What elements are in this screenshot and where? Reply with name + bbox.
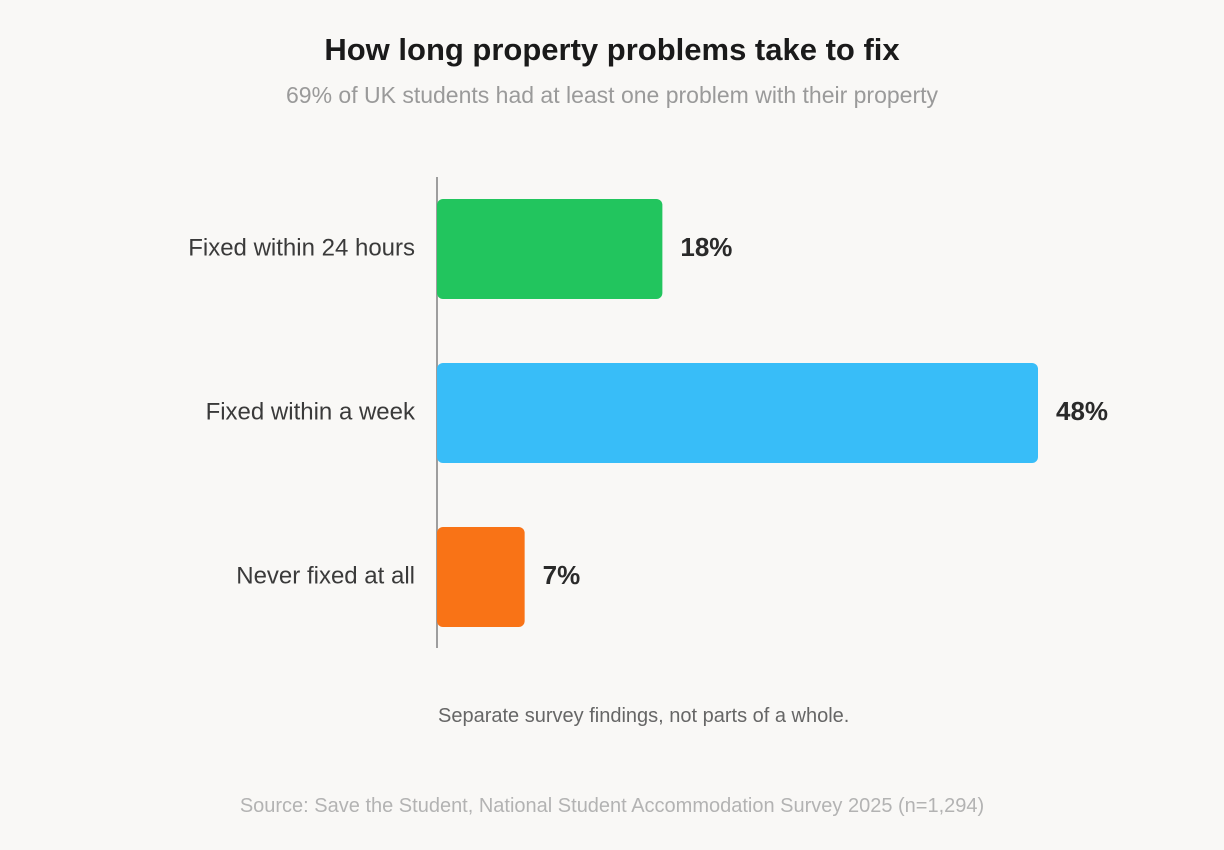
bars-group: Fixed within 24 hours 18% Fixed within a w… [188,199,1108,627]
chart-title: How long property problems take to fix [324,32,900,67]
bar-1 [437,199,663,299]
chart-subtitle: 69% of UK students had at least one prob… [285,82,939,108]
value-label-2: 48% [1056,396,1108,426]
value-label-3: 7% [543,560,581,590]
chart-note: Separate survey findings, not parts of a… [438,705,850,727]
category-label-1: Fixed within 24 hours [188,234,415,261]
category-label-2: Fixed within a week [206,398,416,425]
bar-2 [437,363,1038,463]
bar-3 [437,527,525,627]
value-label-1: 18% [680,232,732,262]
chart-source: Source: Save the Student, National Stude… [239,795,985,817]
category-label-3: Never fixed at all [236,562,415,589]
